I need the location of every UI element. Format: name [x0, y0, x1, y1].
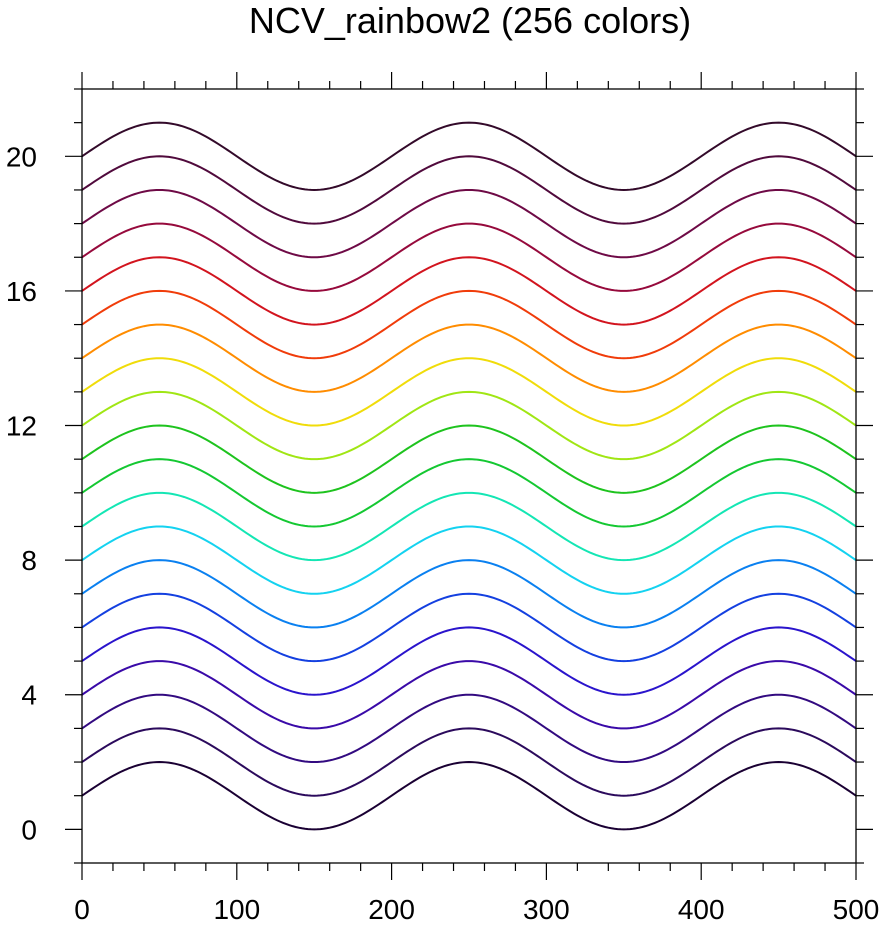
series-line-20: [81, 121, 857, 191]
series-line-2: [81, 727, 857, 797]
x-tick-label: 100: [213, 894, 260, 925]
y-tick-label: 0: [21, 814, 37, 845]
x-tick-label: 0: [74, 894, 90, 925]
x-tick-label: 200: [368, 894, 415, 925]
curves-layer: [81, 121, 857, 831]
series-line-14: [81, 323, 857, 393]
x-tick-label: 500: [833, 894, 880, 925]
plot-frame: [81, 88, 857, 864]
series-line-4: [81, 660, 857, 730]
series-line-9: [81, 491, 857, 562]
tick-labels-layer: 0 100 200 300 400 500 0 4 8 12 16 20: [6, 141, 880, 925]
series-line-5: [81, 626, 857, 696]
series-line-1: [81, 761, 857, 831]
y-tick-label: 12: [6, 411, 37, 442]
series-line-17: [81, 222, 857, 292]
series-line-19: [81, 155, 857, 225]
series-line-8: [81, 525, 857, 595]
series-line-6: [81, 592, 857, 663]
y-tick-label: 16: [6, 276, 37, 307]
x-tick-label: 300: [523, 894, 570, 925]
series-line-16: [81, 256, 857, 326]
series-line-12: [81, 390, 857, 461]
x-tick-label: 400: [678, 894, 725, 925]
y-tick-label: 8: [21, 545, 37, 576]
y-tick-label: 4: [21, 680, 37, 711]
series-line-11: [81, 424, 857, 494]
y-tick-label: 20: [6, 141, 37, 172]
series-line-18: [81, 188, 857, 259]
series-line-3: [81, 693, 857, 764]
series-line-15: [81, 289, 857, 360]
chart-title: NCV_rainbow2 (256 colors): [249, 0, 691, 41]
ticks-layer: [65, 72, 873, 880]
series-line-10: [81, 458, 857, 528]
series-line-7: [81, 559, 857, 629]
series-line-13: [81, 357, 857, 427]
